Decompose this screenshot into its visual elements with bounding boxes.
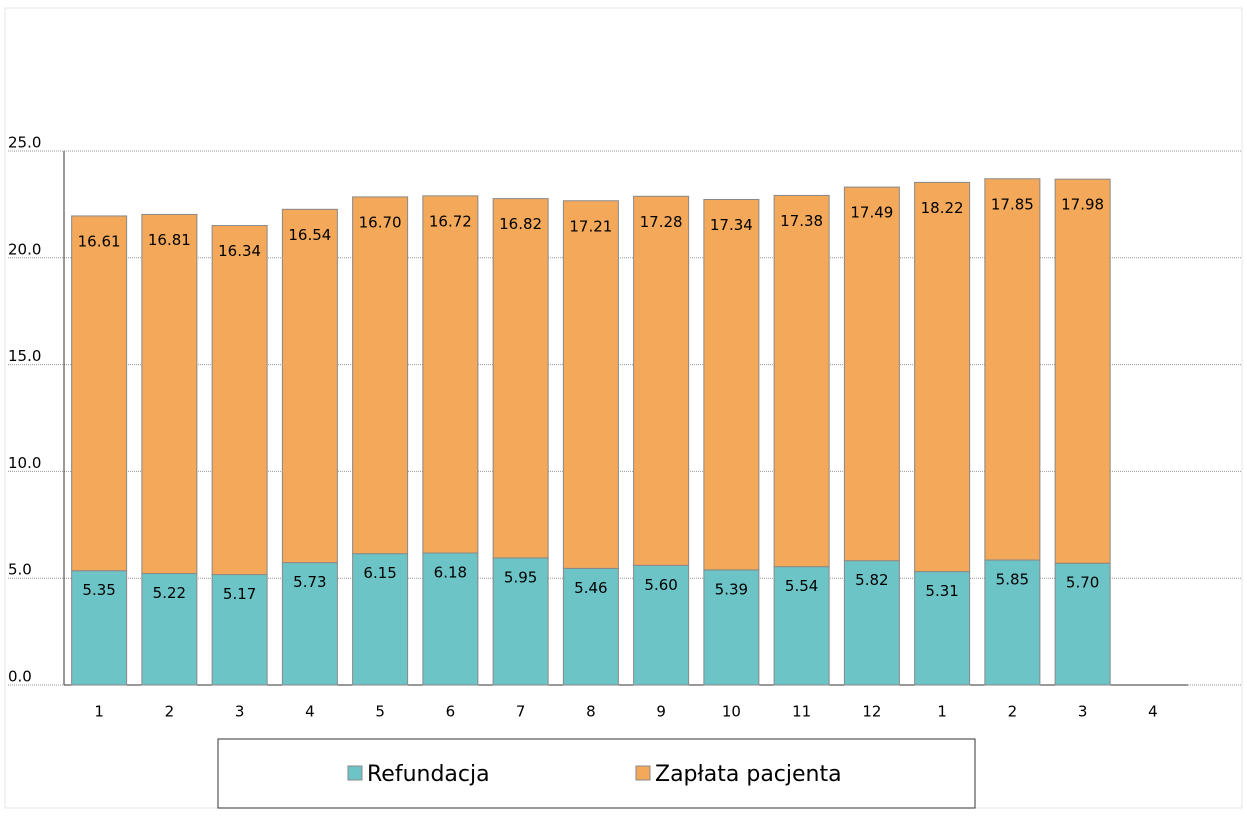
x-tick-label: 6 — [446, 703, 456, 721]
bar-segment — [773, 566, 830, 686]
data-label: 5.85 — [996, 571, 1029, 589]
data-label: 17.28 — [640, 213, 683, 231]
data-label: 5.39 — [715, 580, 748, 598]
data-label: 5.22 — [153, 584, 186, 602]
bar-segment — [352, 553, 409, 686]
data-label: 5.46 — [574, 579, 607, 597]
data-label: 17.21 — [569, 217, 612, 235]
data-label: 6.18 — [434, 563, 467, 581]
bar-segment — [492, 557, 549, 686]
data-label: 5.17 — [223, 585, 256, 603]
legend-box — [217, 738, 976, 809]
data-label: 17.85 — [991, 195, 1034, 213]
data-label: 5.54 — [785, 577, 818, 595]
data-label: 17.34 — [710, 216, 753, 234]
x-tick-label: 2 — [1008, 703, 1018, 721]
bar-segment — [71, 215, 128, 572]
bar-segment — [843, 186, 900, 562]
data-label: 17.38 — [780, 212, 823, 230]
bar-segment — [562, 200, 619, 569]
data-label: 16.81 — [148, 231, 191, 249]
x-tick-label: 12 — [862, 703, 881, 721]
legend-label: Zapłata pacjenta — [655, 762, 842, 787]
data-label: 16.72 — [429, 212, 472, 230]
data-label: 5.70 — [1066, 574, 1099, 592]
data-label: 16.70 — [359, 213, 402, 231]
bar-segment — [773, 194, 830, 568]
data-label: 5.73 — [293, 573, 326, 591]
bar-segment — [211, 225, 268, 576]
data-label: 5.95 — [504, 568, 537, 586]
bar-segment — [1054, 178, 1111, 564]
x-tick-label: 3 — [1078, 703, 1088, 721]
bar-segment — [703, 569, 760, 686]
y-tick-label: 10.0 — [8, 454, 41, 472]
x-tick-label: 1 — [937, 703, 947, 721]
y-tick-label: 25.0 — [8, 134, 41, 152]
x-tick-label: 5 — [375, 703, 385, 721]
data-label: 17.49 — [850, 204, 893, 222]
x-tick-label: 10 — [722, 703, 741, 721]
x-tick-label: 4 — [305, 703, 315, 721]
y-tick-label: 15.0 — [8, 347, 41, 365]
bar-segment — [914, 571, 971, 686]
bar-segment — [1054, 562, 1111, 686]
legend-swatch — [635, 765, 651, 781]
data-label: 5.60 — [644, 576, 677, 594]
bar-segment — [633, 195, 690, 566]
y-tick-label: 20.0 — [8, 240, 41, 258]
bar-segment — [914, 181, 971, 573]
bar-segment — [352, 196, 409, 555]
x-tick-label: 2 — [165, 703, 175, 721]
x-tick-label: 9 — [656, 703, 666, 721]
x-tick-label: 1 — [94, 703, 104, 721]
legend-label: Refundacja — [367, 762, 490, 787]
data-label: 16.54 — [288, 226, 331, 244]
data-label: 5.82 — [855, 571, 888, 589]
data-label: 16.82 — [499, 215, 542, 233]
x-tick-label: 3 — [235, 703, 245, 721]
x-tick-label: 7 — [516, 703, 526, 721]
bar-segment — [492, 198, 549, 559]
data-label: 16.34 — [218, 242, 261, 260]
bar-segment — [984, 559, 1041, 686]
bar-segment — [422, 195, 479, 554]
data-label: 5.35 — [82, 581, 115, 599]
data-label: 16.61 — [78, 232, 121, 250]
bar-segment — [843, 560, 900, 686]
bar-segment — [984, 178, 1041, 561]
data-label: 5.31 — [925, 582, 958, 600]
bar-segment — [633, 564, 690, 686]
bar-segment — [562, 567, 619, 686]
data-label: 17.98 — [1061, 196, 1104, 214]
y-tick-label: 5.0 — [8, 561, 32, 579]
bar-segment — [141, 213, 198, 575]
bar-segment — [281, 562, 338, 686]
x-tick-label: 8 — [586, 703, 596, 721]
bar-segment — [141, 573, 198, 686]
bar-segment — [422, 552, 479, 686]
bar-segment — [281, 208, 338, 564]
bar-segment — [71, 570, 128, 686]
bar-segment — [703, 198, 760, 571]
y-tick-label: 0.0 — [8, 668, 32, 686]
data-label: 6.15 — [363, 564, 396, 582]
legend-swatch — [347, 765, 363, 781]
data-label: 18.22 — [921, 199, 964, 217]
x-tick-label: 11 — [792, 703, 811, 721]
x-tick-label: 4 — [1148, 703, 1158, 721]
